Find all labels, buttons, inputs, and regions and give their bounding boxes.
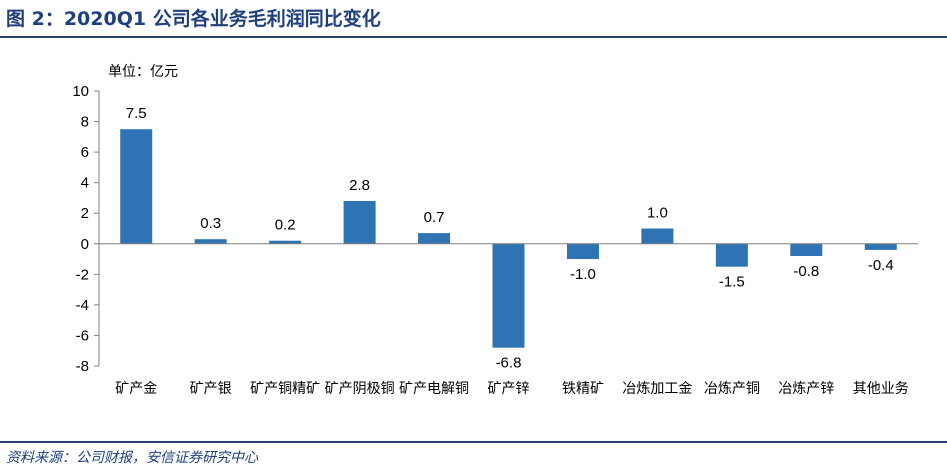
bar [790,243,823,256]
bar [418,233,451,244]
data-label: -0.8 [793,263,819,280]
category-label: 铁精矿 [562,381,604,397]
bar [269,240,302,244]
data-label: 0.7 [424,209,445,226]
bar [641,228,674,244]
category-label: 冶炼加工金 [622,381,692,397]
category-label: 矿产金 [115,381,157,397]
data-label: 2.8 [349,177,370,194]
source-rule [0,441,947,443]
unit-label: 单位：亿元 [108,64,178,80]
data-label: 7.5 [126,105,147,122]
y-axis: 10 8 6 4 2 0 -2 -4 -6 -8 [72,83,100,375]
data-label: 0.3 [200,215,221,232]
y-tick-label: 8 [81,114,89,131]
bar [566,243,599,260]
category-label: 矿产银 [190,381,232,397]
data-label: 1.0 [647,205,668,222]
y-tick-label: 10 [72,83,89,100]
category-label: 矿产电解铜 [399,381,469,397]
source-note: 资料来源：公司财报，安信证券研究中心 [6,450,258,466]
category-label: 矿产铜精矿 [250,381,320,397]
category-label: 其他业务 [853,381,909,397]
category-label: 矿产锌 [488,381,530,397]
bar [715,243,748,267]
y-tick-label: -4 [76,297,89,314]
figure-title: 图 2：2020Q1 公司各业务毛利润同比变化 [6,8,381,30]
bar [120,129,153,244]
category-label: 矿产阴极铜 [325,381,395,397]
data-label: 0.2 [275,217,296,234]
y-tick-label: -6 [76,327,89,344]
y-tick-label: 0 [81,236,89,253]
data-label: -6.8 [496,355,522,372]
title-rule [0,36,947,38]
data-label: -1.5 [719,274,745,291]
data-labels: 7.5 0.3 0.2 2.8 0.7 -6.8 -1.0 1.0 -1.5 -0.8 -0.4 [126,105,894,371]
bar [194,239,227,244]
y-tick-label: -8 [76,358,89,375]
bar [343,201,376,244]
data-label: -1.0 [570,266,596,283]
bar [492,243,525,348]
y-tick-label: 6 [81,144,89,161]
category-label: 冶炼产锌 [778,381,834,397]
y-tick-label: -2 [76,266,89,283]
y-tick-label: 4 [81,175,89,192]
bar-chart: 单位：亿元 10 8 6 4 2 0 -2 -4 -6 -8 7.5 0.3 0.2 2.8 0.7 -6.… [72,64,918,397]
bars [120,129,897,348]
bar [864,243,897,250]
y-tick-label: 2 [81,205,89,222]
category-label: 冶炼产铜 [704,381,760,397]
x-axis: 矿产金 矿产银 矿产铜精矿 矿产阴极铜 矿产电解铜 矿产锌 铁精矿 冶炼加工金 冶炼产铜 冶炼产锌… [115,381,909,397]
data-label: -0.4 [868,257,894,274]
